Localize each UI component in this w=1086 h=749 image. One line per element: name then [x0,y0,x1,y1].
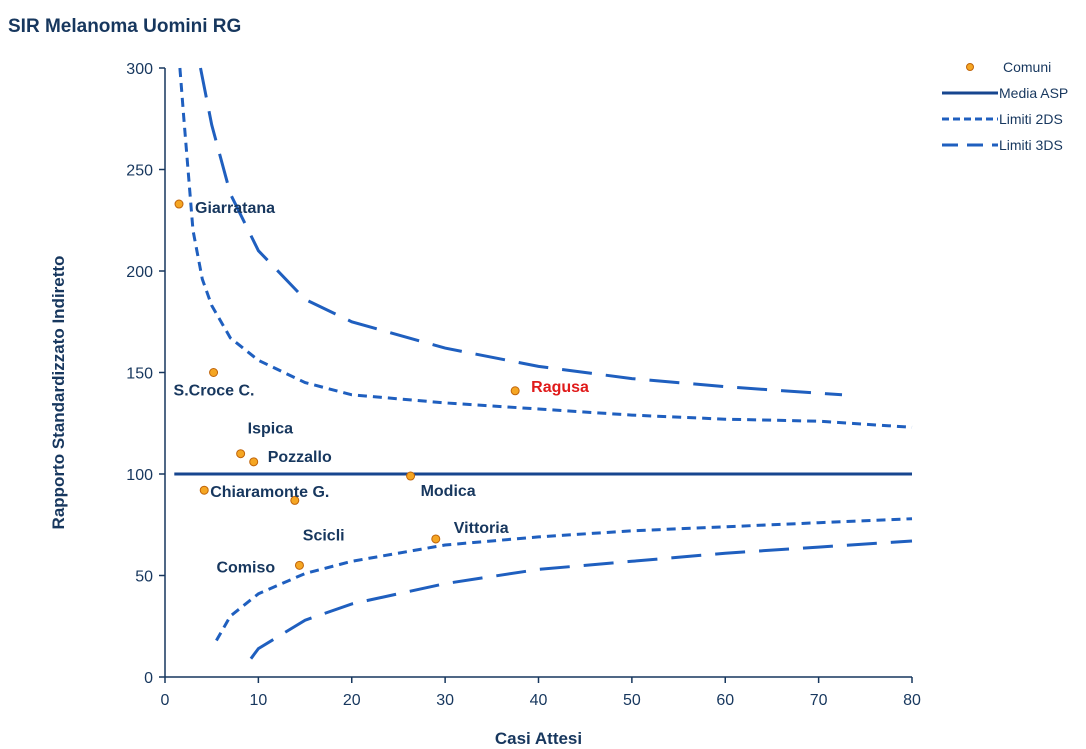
control-limit-curves [174,67,913,660]
legend-item: Media ASP [942,85,1068,101]
legend-label: Limiti 2DS [999,111,1063,127]
legend: Comuni Media ASP Limiti 2DS Limiti 3DS [942,59,1068,153]
limit-3ds-upper-curve [199,67,843,397]
legend-label: Comuni [1003,59,1051,75]
y-tick-label: 100 [126,467,153,484]
x-tick-label: 40 [530,692,548,709]
data-point [249,457,259,467]
legend-item: Comuni [966,59,1051,75]
data-point [236,449,246,459]
y-tick-label: 300 [126,61,153,78]
data-point [209,368,219,377]
x-axis-title: Casi Attesi [495,729,582,748]
data-point [406,471,416,481]
legend-item: Limiti 3DS [942,137,1063,153]
y-tick-label: 250 [126,163,153,180]
point-label: Ispica [248,421,293,438]
point-label: Modica [421,483,476,500]
point-label: Ragusa [531,379,589,396]
legend-marker [966,63,974,71]
point-label: S.Croce C. [174,383,255,400]
point-label: Chiaramonte G. [210,484,329,501]
data-point [294,560,304,570]
x-tick-label: 50 [623,692,641,709]
x-tick-label: 20 [343,692,361,709]
y-tick-label: 200 [126,264,153,281]
y-tick-label: 150 [126,366,153,383]
point-label: Giarratana [195,200,275,217]
point-labels: Giarratana S.Croce C. Ispica Pozzallo Chiara… [174,200,589,576]
point-label: Scicli [303,527,345,544]
limit-2ds-upper-curve [178,67,913,429]
y-axis-title: Rapporto Standardizzato Indiretto [49,256,68,530]
x-tick-label: 10 [249,692,267,709]
x-tick-label: 60 [716,692,734,709]
point-label: Vittoria [454,520,509,537]
chart-title: SIR Melanoma Uomini RG [8,16,242,37]
point-label: Pozzallo [268,449,332,466]
data-points [174,199,520,570]
axes: 0 50 100 150 200 250 300 0 10 20 30 40 50 60 70 80 [126,61,921,709]
limit-2ds-lower-curve [215,517,913,642]
limit-3ds-lower-curve [249,539,913,660]
y-tick-label: 0 [144,670,153,687]
y-tick-label: 50 [135,569,153,586]
data-point [174,199,184,209]
legend-label: Media ASP [999,85,1068,101]
legend-item: Limiti 2DS [942,111,1063,127]
x-tick-label: 70 [810,692,828,709]
x-tick-label: 80 [903,692,921,709]
legend-label: Limiti 3DS [999,137,1063,153]
data-point [510,386,520,396]
data-point [199,485,209,495]
data-point [290,495,300,505]
x-tick-label: 30 [436,692,454,709]
data-point [431,534,441,544]
point-label: Comiso [216,559,275,576]
x-tick-label: 0 [161,692,170,709]
